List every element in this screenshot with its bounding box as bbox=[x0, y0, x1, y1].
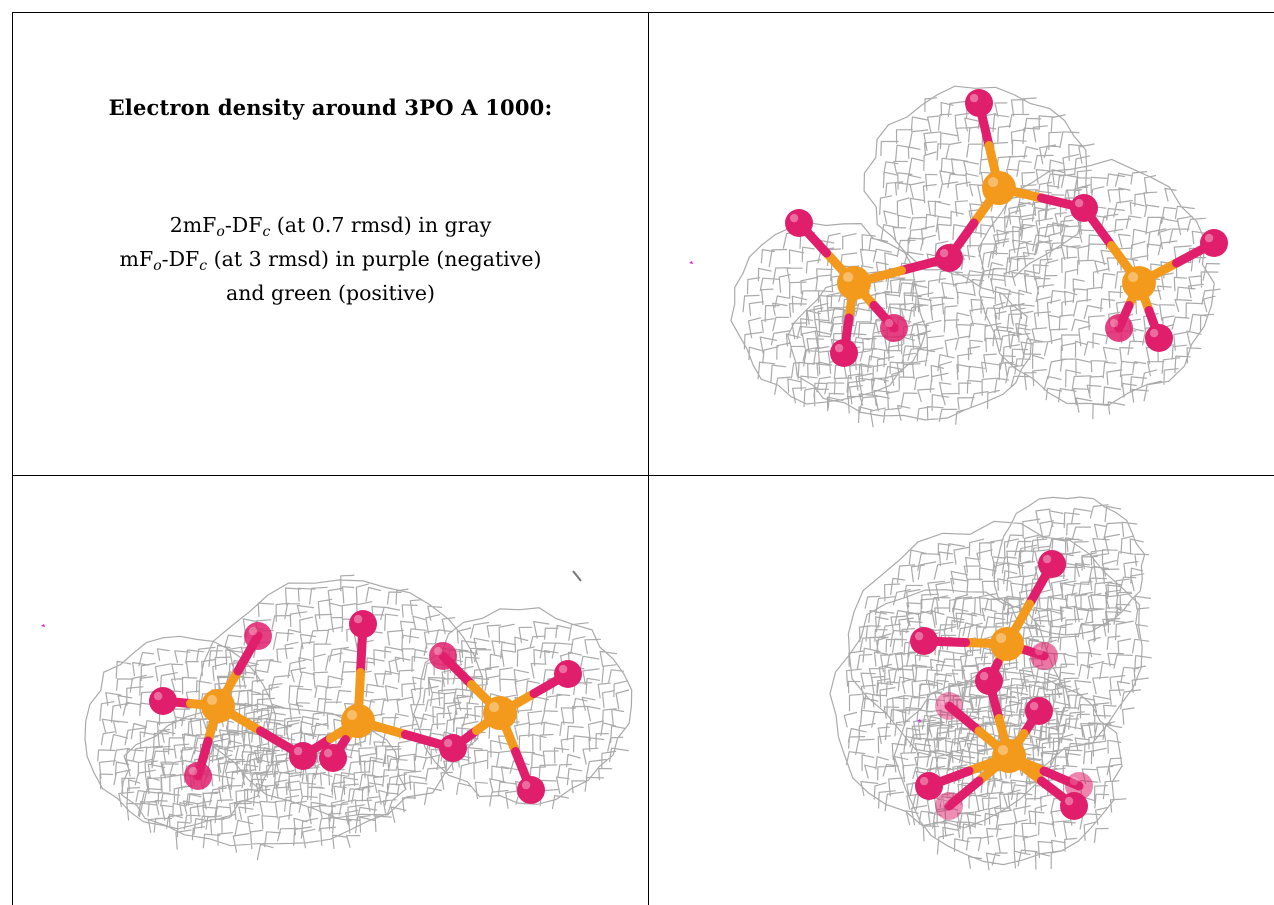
atom-highlight bbox=[323, 748, 333, 758]
oxygen-atom bbox=[1025, 697, 1053, 725]
molecule-view-bottom-right bbox=[649, 476, 1274, 905]
atom-highlight bbox=[842, 271, 854, 283]
oxygen-atom bbox=[965, 89, 993, 117]
bond bbox=[944, 701, 984, 736]
atom-highlight bbox=[353, 614, 363, 624]
atom-highlight bbox=[1029, 701, 1039, 711]
density-mesh bbox=[730, 85, 1221, 428]
oxygen-atom bbox=[830, 339, 858, 367]
figure-grid: Electron density around 3PO A 1000: 2mFo… bbox=[12, 12, 1274, 905]
phosphorus-atom bbox=[982, 171, 1016, 205]
oxygen-atom bbox=[785, 209, 813, 237]
oxygen-atom bbox=[1065, 772, 1093, 800]
oxygen-atom bbox=[439, 734, 467, 762]
atom-highlight bbox=[248, 626, 258, 636]
oxygen-atom bbox=[915, 772, 943, 800]
atom-highlight bbox=[995, 632, 1007, 644]
molecule-view-bottom-left bbox=[13, 476, 648, 905]
atom-highlight bbox=[558, 664, 568, 674]
atom-highlight bbox=[153, 691, 163, 701]
atom-highlight bbox=[939, 696, 949, 706]
atom-highlight bbox=[1069, 776, 1079, 786]
oxygen-atom bbox=[319, 744, 347, 772]
atom-highlight bbox=[488, 701, 500, 713]
atom-highlight bbox=[997, 744, 1009, 756]
density-render-bottom-right bbox=[829, 496, 1152, 871]
oxygen-atom bbox=[429, 642, 457, 670]
oxygen-atom bbox=[935, 244, 963, 272]
atom-highlight bbox=[939, 796, 949, 806]
oxygen-atom bbox=[975, 667, 1003, 695]
negative-density-blob bbox=[41, 624, 45, 627]
oxygen-atom bbox=[935, 692, 963, 720]
oxygen-atom bbox=[554, 660, 582, 688]
atom-highlight bbox=[293, 746, 303, 756]
atom-highlight bbox=[979, 671, 989, 681]
oxygen-atom bbox=[349, 610, 377, 638]
oxygen-atom bbox=[880, 314, 908, 342]
oxygen-atom bbox=[1038, 550, 1066, 578]
oxygen-atom bbox=[1105, 314, 1133, 342]
oxygen-atom bbox=[517, 776, 545, 804]
density-mesh bbox=[829, 496, 1152, 871]
phosphorus-atom bbox=[341, 704, 375, 738]
atom-highlight bbox=[914, 631, 924, 641]
atom-highlight bbox=[884, 318, 894, 328]
molecule-view-top-right bbox=[649, 13, 1274, 475]
atom-highlight bbox=[1149, 328, 1159, 338]
atom-highlight bbox=[939, 248, 949, 258]
oxygen-atom bbox=[289, 742, 317, 770]
density-render-top-right bbox=[689, 85, 1228, 428]
oxygen-atom bbox=[1145, 324, 1173, 352]
grid-divider-horizontal bbox=[12, 475, 1274, 476]
oxygen-atom bbox=[935, 792, 963, 820]
atom-highlight bbox=[834, 343, 844, 353]
atom-highlight bbox=[1074, 198, 1084, 208]
atom-highlight bbox=[1204, 233, 1214, 243]
oxygen-atom bbox=[244, 622, 272, 650]
oxygen-atom bbox=[1200, 229, 1228, 257]
atom-highlight bbox=[1064, 796, 1074, 806]
atom-highlight bbox=[188, 766, 198, 776]
phosphorus-atom bbox=[990, 627, 1024, 661]
negative-density-blob bbox=[689, 261, 693, 264]
oxygen-atom bbox=[1030, 642, 1058, 670]
atom-highlight bbox=[1109, 318, 1119, 328]
oxygen-atom bbox=[184, 762, 212, 790]
density-render-bottom-left bbox=[41, 570, 633, 861]
atom-highlight bbox=[346, 709, 358, 721]
caption-cell: Electron density around 3PO A 1000: 2mFo… bbox=[13, 13, 648, 475]
phosphorus-atom bbox=[201, 689, 235, 723]
oxygen-atom bbox=[910, 627, 938, 655]
atom-highlight bbox=[1127, 271, 1139, 283]
grid-frame bbox=[12, 12, 1274, 905]
phosphorus-atom bbox=[837, 266, 871, 300]
atom-highlight bbox=[1034, 646, 1044, 656]
atom-highlight bbox=[433, 646, 443, 656]
phosphorus-atom bbox=[1122, 266, 1156, 300]
mesh-fragment bbox=[572, 570, 582, 582]
atom-highlight bbox=[969, 93, 979, 103]
oxygen-atom bbox=[149, 687, 177, 715]
atom-highlight bbox=[789, 213, 799, 223]
atom-highlight bbox=[521, 780, 531, 790]
legend-line-2fo-fc: 2mFo-DFc (at 0.7 rmsd) in gray bbox=[169, 213, 492, 240]
atom-highlight bbox=[443, 738, 453, 748]
density-legend: 2mFo-DFc (at 0.7 rmsd) in gray mFo-DFc (… bbox=[13, 208, 648, 310]
legend-line-positive: and green (positive) bbox=[225, 281, 435, 305]
negative-density-blob bbox=[917, 719, 921, 722]
atom-highlight bbox=[206, 694, 218, 706]
atom-highlight bbox=[919, 776, 929, 786]
phosphorus-atom bbox=[992, 739, 1026, 773]
atom-highlight bbox=[1042, 554, 1052, 564]
phosphorus-atom bbox=[483, 696, 517, 730]
figure-title: Electron density around 3PO A 1000: bbox=[108, 95, 553, 120]
oxygen-atom bbox=[1070, 194, 1098, 222]
atom-highlight bbox=[987, 176, 999, 188]
grid-divider-vertical bbox=[648, 12, 649, 905]
legend-line-fo-fc: mFo-DFc (at 3 rmsd) in purple (negative) bbox=[119, 247, 542, 274]
